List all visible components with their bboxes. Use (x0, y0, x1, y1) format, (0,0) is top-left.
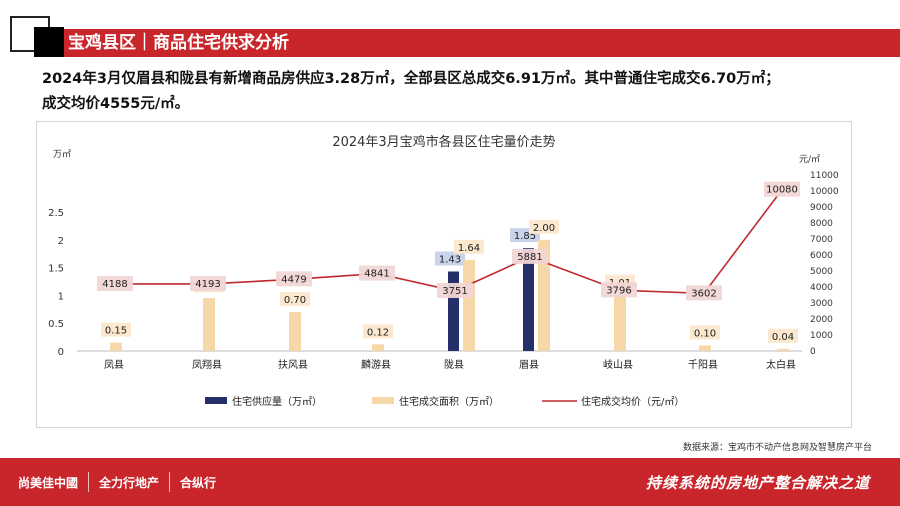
sold-area-bar (372, 344, 384, 351)
brand-logo-2: 全力行地产 (99, 475, 160, 490)
right-axis-tick: 8000 (810, 219, 833, 229)
sold-value-label: 1.64 (458, 243, 480, 254)
legend-swatch-supply (205, 397, 227, 404)
category-label: 岐山县 (603, 358, 633, 371)
sold-value-label: 0.10 (694, 328, 716, 339)
sold-label-bg (363, 324, 393, 339)
price-label-bg (601, 282, 637, 298)
price-label-bg (512, 248, 548, 264)
title-bar (64, 29, 900, 57)
legend-swatch-sold (372, 397, 394, 404)
sold-value-label: 0.12 (367, 327, 389, 338)
sold-value-label: 2.00 (533, 223, 555, 234)
right-axis-tick: 5000 (810, 267, 833, 277)
right-axis-tick: 11000 (810, 171, 839, 181)
price-label-bg (190, 275, 226, 291)
page-header: 宝鸡县区｜商品住宅供求分析 (0, 0, 900, 66)
price-label-bg (97, 275, 133, 291)
supply-value-label: 1.43 (439, 254, 461, 265)
category-label: 陇县 (444, 358, 464, 371)
legend-label-supply: 住宅供应量（万㎡） (232, 395, 322, 408)
right-axis-tick: 0 (810, 347, 816, 357)
price-value-label: 5881 (517, 252, 542, 263)
category-label: 千阳县 (688, 359, 718, 371)
left-axis-tick: 2.5 (48, 208, 64, 219)
chart-container: 2024年3月宝鸡市各县区住宅量价走势万㎡ 0 0.5 1 1.5 2 2.5 元/㎡ 0 100… (36, 121, 852, 428)
price-value-label: 3602 (691, 288, 716, 299)
left-axis-tick: 2 (58, 236, 64, 247)
right-axis-tick: 6000 (810, 251, 833, 261)
sold-area-bar (463, 259, 475, 351)
sold-label-bg (768, 328, 798, 343)
right-axis-tick: 10000 (810, 187, 839, 197)
right-axis-tick: 1000 (810, 331, 833, 341)
price-value-label: 3796 (606, 285, 631, 296)
price-label-bg (437, 282, 473, 298)
right-axis-tick: 3000 (810, 299, 833, 309)
sold-value-label: 0.15 (105, 326, 127, 337)
price-label-bg (359, 265, 395, 281)
left-axis-tick: 1 (58, 291, 64, 302)
sold-area-bar (110, 342, 122, 351)
sold-area-bar (538, 239, 550, 351)
supply-label-bg (435, 251, 465, 266)
sold-label-bg (280, 292, 310, 307)
price-label-bg (764, 181, 800, 197)
right-axis-unit: 元/㎡ (799, 154, 820, 165)
decorative-square-fill (34, 27, 64, 57)
supply-value-label: 1.85 (514, 231, 536, 242)
chart-title: 2024年3月宝鸡市各县区住宅量价走势 (332, 134, 555, 150)
category-label: 眉县 (519, 359, 539, 371)
page-footer: 尚美佳中國 全力行地产 合纵行 持续系统的房地产整合解决之道 (0, 458, 900, 506)
sold-value-label: 0.04 (772, 332, 794, 343)
left-axis-tick: 0 (58, 347, 64, 358)
price-value-label: 4841 (364, 269, 389, 280)
price-value-label: 10080 (766, 185, 798, 196)
brand-divider (169, 472, 171, 492)
price-value-label: 4479 (281, 274, 306, 285)
left-axis-unit: 万㎡ (53, 149, 71, 160)
price-label-bg (276, 271, 312, 287)
left-axis-tick: 1.5 (48, 264, 64, 275)
supply-bar (448, 271, 459, 351)
summary-text: 2024年3月仅眉县和陇县有新增商品房供应3.28万㎡，全部县区总成交6.91万… (42, 67, 872, 117)
footer-brands: 尚美佳中國 全力行地产 合纵行 (18, 468, 216, 496)
sold-label-bg (454, 239, 484, 254)
category-label: 太白县 (766, 358, 796, 371)
brand-logo-1: 尚美佳中國 (18, 475, 79, 490)
sold-area-bar (777, 348, 789, 351)
brand-divider (88, 472, 90, 492)
sold-label-bg (101, 322, 131, 337)
price-value-label: 4193 (195, 279, 220, 290)
page-title: 宝鸡县区｜商品住宅供求分析 (68, 33, 289, 53)
sold-area-bar (203, 298, 215, 351)
price-value-label: 3751 (442, 286, 467, 297)
category-label: 扶风县 (278, 358, 308, 371)
right-axis-tick: 2000 (810, 315, 833, 325)
category-label: 麟游县 (361, 358, 391, 371)
summary-line-2: 成交均价4555元/㎡。 (42, 96, 190, 112)
summary-line-1: 2024年3月仅眉县和陇县有新增商品房供应3.28万㎡，全部县区总成交6.91万… (42, 71, 780, 87)
sold-area-bar (699, 345, 711, 351)
right-axis-tick: 7000 (810, 235, 833, 245)
category-label: 凤翔县 (192, 358, 222, 371)
sold-area-bar (614, 294, 626, 351)
legend-label-price: 住宅成交均价（元/㎡） (581, 395, 684, 408)
sold-value-label: 0.70 (284, 295, 306, 306)
sold-label-bg (690, 325, 720, 340)
data-source-note: 数据来源：宝鸡市不动产信息网及智慧房产平台 (682, 443, 872, 453)
right-axis-tick: 9000 (810, 203, 833, 213)
category-label: 凤县 (104, 359, 124, 371)
right-axis-tick: 4000 (810, 283, 833, 293)
sold-label-bg (529, 219, 559, 234)
supply-bar (523, 248, 534, 351)
price-label-bg (686, 285, 722, 301)
sold-area-bar (289, 312, 301, 351)
left-axis-tick: 0.5 (48, 319, 64, 330)
footer-slogan: 持续系统的房地产整合解决之道 (645, 474, 870, 492)
price-value-label: 4188 (102, 279, 127, 290)
brand-logo-3: 合纵行 (180, 475, 217, 490)
legend-label-sold: 住宅成交面积（万㎡） (399, 395, 499, 408)
